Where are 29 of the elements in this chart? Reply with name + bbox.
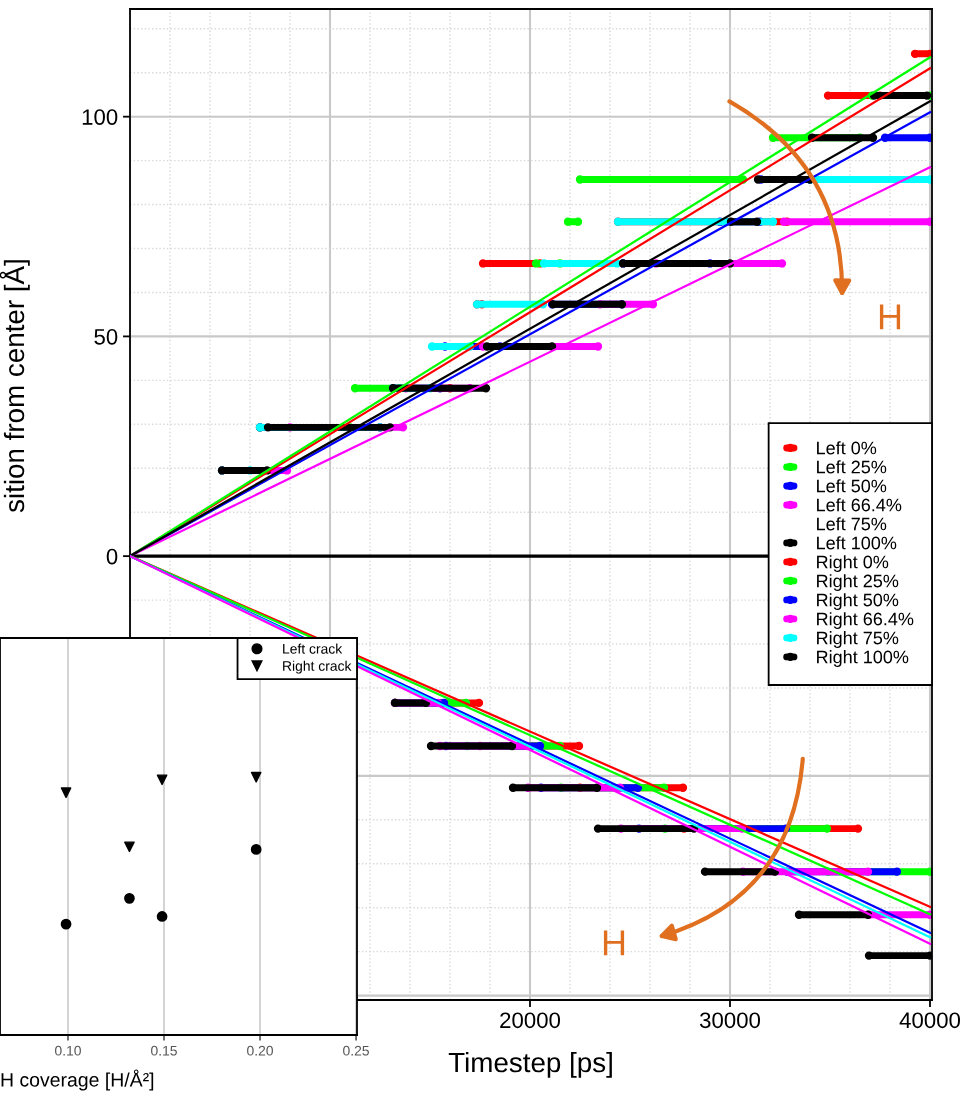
x-axis-title: H coverage [H/Å²] — [1, 1069, 154, 1091]
legend-label: Right crack — [283, 660, 352, 674]
legend-label: Left crack — [283, 643, 343, 654]
legend-label: Right 0% — [817, 555, 889, 572]
y-tick-label: 50 — [94, 328, 118, 345]
legend-label: Right 50% — [817, 593, 899, 610]
x-tick-label: 0.20 — [247, 1045, 273, 1056]
legend-label: Right 75% — [817, 631, 899, 648]
legend-label: Left 0% — [817, 441, 877, 455]
legend-label: Right 100% — [817, 650, 909, 667]
x-tick-label: 30000 — [699, 1012, 761, 1029]
x-tick-label: 20000 — [500, 1012, 561, 1029]
annotation: H — [603, 930, 625, 956]
legend-label: Left 100% — [817, 536, 897, 550]
x-tick-label: 0.15 — [151, 1045, 177, 1056]
legend-label: Right 25% — [817, 574, 899, 591]
legend-label: Left 66.4% — [817, 498, 902, 512]
legend-label: Right 66.4% — [817, 612, 914, 629]
x-axis-title: Timestep [ps] — [448, 1051, 612, 1078]
legend-label: Left 25% — [817, 460, 887, 474]
annotation: H — [879, 304, 901, 330]
y-axis-title: sition from center [Å] — [0, 260, 30, 513]
y-tick-label: 0 — [106, 548, 118, 565]
x-tick-label: 0.25 — [343, 1045, 369, 1056]
legend-label: Left 50% — [817, 479, 887, 493]
x-tick-label: 40000 — [899, 1012, 961, 1029]
text: Left 75% — [817, 517, 887, 531]
x-tick-label: 0.10 — [55, 1045, 81, 1056]
y-tick-label: 100 — [82, 109, 118, 125]
